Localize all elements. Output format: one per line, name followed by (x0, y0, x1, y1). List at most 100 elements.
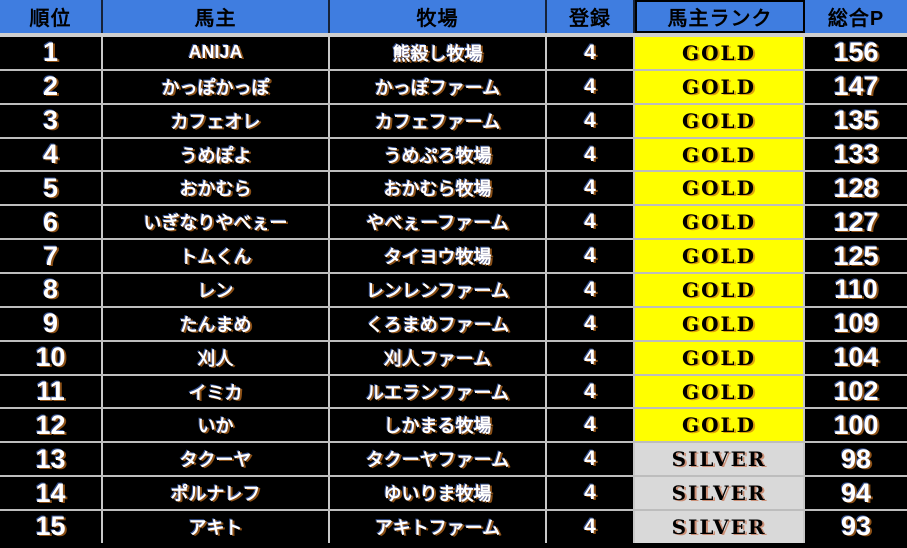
owner-cell[interactable]: ポルナレフ (103, 477, 330, 510)
points-cell[interactable]: 104 (805, 341, 907, 374)
registered-cell[interactable]: 4 (547, 240, 635, 273)
rank-cell[interactable]: 3 (0, 104, 103, 137)
farm-cell[interactable]: やべぇーファーム (330, 206, 547, 239)
owner-rank-cell[interactable]: GOLD (635, 70, 805, 103)
header-total-points[interactable]: 総合P (827, 8, 885, 30)
registered-cell[interactable]: 4 (547, 375, 635, 408)
owner-rank-cell[interactable]: GOLD (635, 409, 805, 442)
rank-cell[interactable]: 11 (0, 375, 103, 408)
rank-cell[interactable]: 8 (0, 274, 103, 306)
owner-cell[interactable]: アキト (103, 511, 330, 543)
rank-cell[interactable]: 13 (0, 443, 103, 476)
rank-cell[interactable]: 7 (0, 240, 103, 273)
points-cell[interactable]: 93 (805, 511, 907, 543)
farm-cell[interactable]: おかむら牧場 (330, 172, 547, 205)
registered-cell[interactable]: 4 (547, 138, 635, 171)
rank-cell[interactable]: 12 (0, 409, 103, 442)
owner-rank-cell[interactable]: SILVER (635, 477, 805, 510)
header-owner[interactable]: 馬主 (103, 0, 330, 33)
owner-rank-cell[interactable]: GOLD (635, 375, 805, 408)
rank-cell[interactable]: 6 (0, 206, 103, 239)
rank-cell[interactable]: 4 (0, 138, 103, 171)
farm-cell[interactable]: タクーヤファーム (330, 443, 547, 476)
registered-cell[interactable]: 4 (547, 341, 635, 374)
farm-cell[interactable]: しかまる牧場 (330, 409, 547, 442)
points-cell[interactable]: 102 (805, 375, 907, 408)
owner-cell[interactable]: 刈人 (103, 341, 330, 374)
owner-rank-cell[interactable]: GOLD (635, 341, 805, 374)
table-row: 4 うめぽよ うめぷろ牧場 4 GOLD 133 (0, 138, 907, 173)
owner-rank-cell[interactable]: GOLD (635, 240, 805, 273)
table-body: 1 ANIJA 熊殺し牧場 4 GOLD 156 2 かっぽかっぽ かっぽファーム 4 GOLD 14… (0, 37, 907, 543)
rank-cell[interactable]: 15 (0, 511, 103, 543)
owner-cell[interactable]: いぎなりやべぇー (103, 206, 330, 239)
rank-cell[interactable]: 1 (0, 37, 103, 69)
table-row: 7 トムくん タイヨウ牧場 4 GOLD 125 (0, 240, 907, 275)
owner-rank-cell[interactable]: GOLD (635, 274, 805, 306)
farm-cell[interactable]: 熊殺し牧場 (330, 37, 547, 69)
owner-cell[interactable]: いか (103, 409, 330, 442)
header-owner-rank[interactable]: 馬主ランク (635, 0, 805, 33)
owner-rank-cell[interactable]: GOLD (635, 37, 805, 69)
header-rank[interactable]: 順位 (0, 0, 103, 33)
farm-cell[interactable]: タイヨウ牧場 (330, 240, 547, 273)
points-cell[interactable]: 133 (805, 138, 907, 171)
owner-cell[interactable]: トムくん (103, 240, 330, 273)
farm-cell[interactable]: くろまめファーム (330, 307, 547, 340)
rank-cell[interactable]: 9 (0, 307, 103, 340)
points-cell[interactable]: 135 (805, 104, 907, 137)
farm-cell[interactable]: かっぽファーム (330, 70, 547, 103)
owner-cell[interactable]: イミカ (103, 375, 330, 408)
points-cell[interactable]: 98 (805, 443, 907, 476)
registered-cell[interactable]: 4 (547, 172, 635, 205)
owner-cell[interactable]: カフェオレ (103, 104, 330, 137)
registered-cell[interactable]: 4 (547, 307, 635, 340)
points-cell[interactable]: 147 (805, 70, 907, 103)
owner-rank-cell[interactable]: GOLD (635, 206, 805, 239)
registered-cell[interactable]: 4 (547, 274, 635, 306)
farm-cell[interactable]: 刈人ファーム (330, 341, 547, 374)
rank-cell[interactable]: 10 (0, 341, 103, 374)
registered-cell[interactable]: 4 (547, 511, 635, 543)
registered-cell[interactable]: 4 (547, 443, 635, 476)
owner-cell[interactable]: おかむら (103, 172, 330, 205)
owner-cell[interactable]: たんまめ (103, 307, 330, 340)
owner-rank-cell[interactable]: GOLD (635, 307, 805, 340)
owner-cell[interactable]: レン (103, 274, 330, 306)
points-cell[interactable]: 156 (805, 37, 907, 69)
points-cell[interactable]: 125 (805, 240, 907, 273)
points-cell[interactable]: 100 (805, 409, 907, 442)
owner-cell[interactable]: かっぽかっぽ (103, 70, 330, 103)
rank-cell[interactable]: 14 (0, 477, 103, 510)
registered-cell[interactable]: 4 (547, 206, 635, 239)
registered-cell[interactable]: 4 (547, 104, 635, 137)
owner-rank-cell[interactable]: GOLD (635, 172, 805, 205)
points-cell[interactable]: 94 (805, 477, 907, 510)
rank-cell[interactable]: 5 (0, 172, 103, 205)
header-registered[interactable]: 登録 (547, 0, 635, 33)
farm-cell[interactable]: ルエランファーム (330, 375, 547, 408)
owner-cell[interactable]: タクーヤ (103, 443, 330, 476)
owner-rank-cell[interactable]: SILVER (635, 443, 805, 476)
farm-cell[interactable]: うめぷろ牧場 (330, 138, 547, 171)
points-cell[interactable]: 110 (805, 274, 907, 306)
registered-cell[interactable]: 4 (547, 477, 635, 510)
points-cell[interactable]: 127 (805, 206, 907, 239)
rank-cell[interactable]: 2 (0, 70, 103, 103)
owner-rank-cell[interactable]: GOLD (635, 138, 805, 171)
registered-cell[interactable]: 4 (547, 37, 635, 69)
header-farm[interactable]: 牧場 (330, 0, 547, 33)
points-cell[interactable]: 128 (805, 172, 907, 205)
farm-cell[interactable]: カフェファーム (330, 104, 547, 137)
header-row: 順位 馬主 牧場 登録 馬主ランク 総合P (0, 0, 907, 33)
owner-cell[interactable]: ANIJA (103, 37, 330, 69)
farm-cell[interactable]: アキトファーム (330, 511, 547, 543)
registered-cell[interactable]: 4 (547, 70, 635, 103)
registered-cell[interactable]: 4 (547, 409, 635, 442)
farm-cell[interactable]: レンレンファーム (330, 274, 547, 306)
owner-rank-cell[interactable]: GOLD (635, 104, 805, 137)
owner-cell[interactable]: うめぽよ (103, 138, 330, 171)
owner-rank-cell[interactable]: SILVER (635, 511, 805, 543)
farm-cell[interactable]: ゆいりま牧場 (330, 477, 547, 510)
points-cell[interactable]: 109 (805, 307, 907, 340)
